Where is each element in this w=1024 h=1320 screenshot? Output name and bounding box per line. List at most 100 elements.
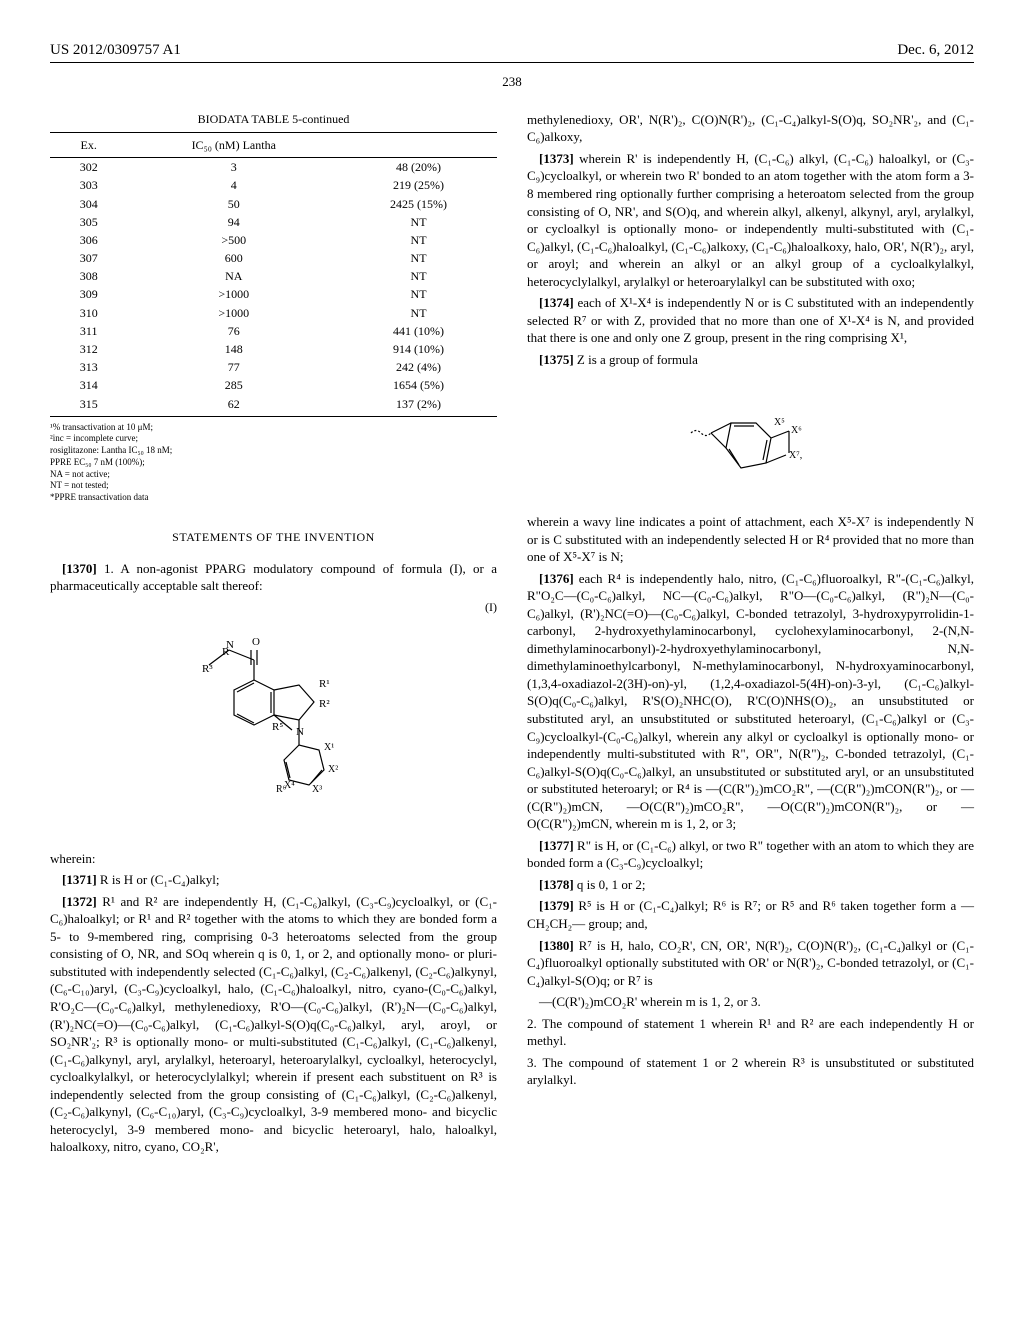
para-number: [1377]: [539, 838, 574, 853]
table-cell: 308: [50, 267, 127, 285]
paragraph: [1375] Z is a group of formula: [527, 351, 974, 369]
chemical-structure-2: X⁵ X⁶ X⁷,: [527, 383, 974, 498]
para-text: R⁵ is H or (C₁-C₄)alkyl; R⁶ is R⁷; or R⁵…: [527, 898, 974, 931]
table-row: 312148914 (10%): [50, 340, 497, 358]
footnote-line: NT = not tested;: [50, 480, 497, 492]
statement: 2. The compound of statement 1 wherein R…: [527, 1015, 974, 1050]
table-footnotes: ¹% transactivation at 10 μM;²inc = incom…: [50, 422, 497, 504]
table-cell: NT: [340, 249, 497, 267]
para-number: [1371]: [62, 872, 97, 887]
table-header: Ex.: [50, 132, 127, 157]
table-cell: 4: [127, 176, 340, 194]
paragraph: [1380] R⁷ is H, halo, CO₂R', CN, OR', N(…: [527, 937, 974, 990]
footnote-line: ²inc = incomplete curve;: [50, 433, 497, 445]
table-cell: 312: [50, 340, 127, 358]
table-header: IC₅₀ (nM) Lantha: [127, 132, 340, 157]
para-number: [1374]: [539, 295, 574, 310]
paragraph: [1379] R⁵ is H or (C₁-C₄)alkyl; R⁶ is R⁷…: [527, 897, 974, 932]
table-cell: 914 (10%): [340, 340, 497, 358]
statement: 3. The compound of statement 1 or 2 wher…: [527, 1054, 974, 1089]
table-cell: 314: [50, 376, 127, 394]
page-number: 238: [50, 73, 974, 91]
table-row: 31176441 (10%): [50, 322, 497, 340]
table-cell: 48 (20%): [340, 158, 497, 177]
svg-text:R¹: R¹: [319, 678, 330, 690]
table-cell: 62: [127, 395, 340, 417]
table-cell: 303: [50, 176, 127, 194]
table-cell: 285: [127, 376, 340, 394]
para-text: Z is a group of formula: [577, 352, 698, 367]
table-row: 310>1000NT: [50, 304, 497, 322]
svg-text:X⁶: X⁶: [791, 425, 802, 436]
svg-text:R⁵: R⁵: [272, 721, 283, 733]
table-cell: 50: [127, 195, 340, 213]
table-row: 3034219 (25%): [50, 176, 497, 194]
para-number: [1379]: [539, 898, 574, 913]
footnote-line: *PPRE transactivation data: [50, 492, 497, 504]
para-number: [1376]: [539, 571, 574, 586]
paragraph: [1373] wherein R' is independently H, (C…: [527, 150, 974, 290]
table-cell: 1654 (5%): [340, 376, 497, 394]
para-text: R is H or (C₁-C₄)alkyl;: [100, 872, 220, 887]
paragraph: [1377] R" is H, or (C₁-C₆) alkyl, or two…: [527, 837, 974, 872]
table-row: 306>500NT: [50, 231, 497, 249]
table-cell: 307: [50, 249, 127, 267]
table-cell: 311: [50, 322, 127, 340]
content-columns: BIODATA TABLE 5-continued Ex. IC₅₀ (nM) …: [50, 111, 974, 1160]
table-cell: NT: [340, 213, 497, 231]
para-number: [1380]: [539, 938, 574, 953]
para-text: each of X¹-X⁴ is independently N or is C…: [527, 295, 974, 345]
svg-text:X⁷,: X⁷,: [789, 450, 802, 461]
paragraph: [1370] 1. A non-agonist PPARG modulatory…: [50, 560, 497, 595]
footnote-line: NA = not active;: [50, 469, 497, 481]
paragraph: wherein:: [50, 850, 497, 868]
table-cell: 94: [127, 213, 340, 231]
table-title: BIODATA TABLE 5-continued: [50, 111, 497, 127]
paragraph: [1371] R is H or (C₁-C₄)alkyl;: [50, 871, 497, 889]
svg-text:X⁴: X⁴: [284, 780, 295, 791]
table-cell: NT: [340, 304, 497, 322]
table-cell: NT: [340, 267, 497, 285]
paragraph: [1374] each of X¹-X⁴ is independently N …: [527, 294, 974, 347]
table-row: 31562137 (2%): [50, 395, 497, 417]
para-text: q is 0, 1 or 2;: [577, 877, 646, 892]
right-column: methylenedioxy, OR', N(R')₂, C(O)N(R')₂,…: [527, 111, 974, 1160]
svg-text:R: R: [222, 646, 230, 658]
paragraph: —(C(R')₂)mCO₂R' wherein m is 1, 2, or 3.: [527, 993, 974, 1011]
svg-text:X¹: X¹: [324, 742, 334, 753]
section-heading: STATEMENTS OF THE INVENTION: [50, 529, 497, 545]
table-cell: 3: [127, 158, 340, 177]
table-cell: 219 (25%): [340, 176, 497, 194]
paragraph: [1372] R¹ and R² are independently H, (C…: [50, 893, 497, 1156]
table-cell: 76: [127, 322, 340, 340]
table-header: [340, 132, 497, 157]
paragraph: methylenedioxy, OR', N(R')₂, C(O)N(R')₂,…: [527, 111, 974, 146]
formula-label: (I): [50, 599, 497, 615]
footnote-line: rosiglitazone: Lantha IC₅₀ 18 nM;: [50, 445, 497, 457]
para-number: [1375]: [539, 352, 574, 367]
left-column: BIODATA TABLE 5-continued Ex. IC₅₀ (nM) …: [50, 111, 497, 1160]
chemical-structure-1: O N R¹ R² N R³ R R⁵ R⁶ X¹ X² X³ X⁴: [50, 630, 497, 835]
table-cell: >1000: [127, 285, 340, 303]
table-row: 3142851654 (5%): [50, 376, 497, 394]
table-row: 307600NT: [50, 249, 497, 267]
paragraph: [1376] each R⁴ is independently halo, ni…: [527, 570, 974, 833]
table-row: 308NANT: [50, 267, 497, 285]
table-cell: 441 (10%): [340, 322, 497, 340]
table-row: 302348 (20%): [50, 158, 497, 177]
svg-text:X³: X³: [312, 784, 322, 795]
table-cell: >500: [127, 231, 340, 249]
svg-text:X⁵: X⁵: [774, 417, 785, 428]
table-cell: 600: [127, 249, 340, 267]
table-cell: 302: [50, 158, 127, 177]
para-text: R¹ and R² are independently H, (C₁-C₆)al…: [50, 894, 497, 1155]
table-cell: 306: [50, 231, 127, 249]
svg-text:R³: R³: [202, 663, 213, 675]
table-cell: 242 (4%): [340, 358, 497, 376]
table-row: 309>1000NT: [50, 285, 497, 303]
table-cell: 315: [50, 395, 127, 417]
para-number: [1370]: [62, 561, 97, 576]
table-cell: NT: [340, 285, 497, 303]
svg-text:R²: R²: [319, 698, 330, 710]
table-row: 304502425 (15%): [50, 195, 497, 213]
